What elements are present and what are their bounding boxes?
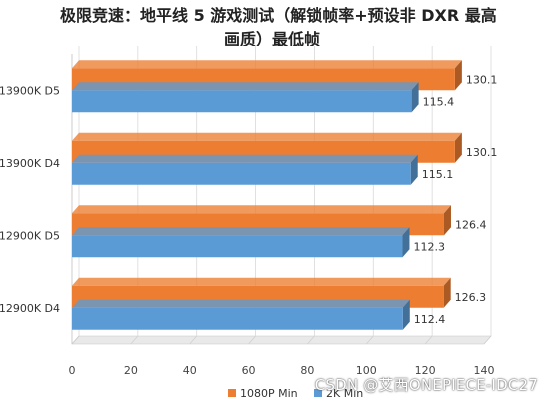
- plot-back-wall: [79, 46, 491, 336]
- bar-side: [402, 227, 410, 258]
- data-label: 130.1: [466, 73, 498, 86]
- bar: [72, 307, 403, 330]
- bar-top: [72, 154, 418, 163]
- gridline-floor: [71, 335, 80, 345]
- bar-top: [72, 227, 410, 236]
- data-label: 112.3: [413, 240, 445, 253]
- watermark: CSDN @艾西ONEPIECE-IDC27: [314, 376, 538, 394]
- chart-title: 极限竞速：地平线 5 游戏测试（解锁帧率+预设非 DXR 最高 画质）最低帧: [40, 4, 530, 52]
- bar-top: [72, 60, 462, 69]
- x-tick-label: 120: [415, 364, 436, 377]
- bar-side: [402, 299, 410, 330]
- bar: [72, 90, 412, 113]
- category-label: 13900K D5: [0, 84, 60, 97]
- x-tick-label: 60: [242, 364, 256, 377]
- bar-top: [72, 132, 462, 141]
- bar-top: [72, 205, 451, 214]
- gridline-floor: [248, 335, 256, 345]
- bar-side: [443, 277, 451, 308]
- category-label: 12900K D5: [0, 229, 60, 242]
- data-label: 112.4: [414, 313, 446, 326]
- x-tick-label: 100: [356, 364, 377, 377]
- data-label: 115.1: [422, 168, 454, 181]
- bar-side: [410, 154, 418, 185]
- gridline-floor: [189, 335, 198, 345]
- gridline-floor: [130, 335, 139, 345]
- chart-title-line-2: 画质）最低帧: [224, 30, 321, 49]
- data-label: 130.1: [466, 146, 498, 159]
- data-label: 126.3: [455, 291, 487, 304]
- gridline-floor: [424, 335, 433, 345]
- gridline-floor: [483, 335, 492, 345]
- x-tick-label: 0: [69, 364, 76, 377]
- x-tick-label: 20: [124, 364, 138, 377]
- bar-top: [72, 82, 419, 91]
- data-label: 115.4: [423, 95, 455, 108]
- bar-side: [411, 82, 419, 113]
- data-label: 126.4: [455, 218, 487, 231]
- bar-side: [443, 205, 451, 236]
- category-label: 13900K D4: [0, 157, 60, 170]
- legend-swatch: [228, 389, 236, 397]
- bar-side: [454, 60, 462, 91]
- bar-side: [454, 132, 462, 163]
- chart-title-line-1: 极限竞速：地平线 5 游戏测试（解锁帧率+预设非 DXR 最高: [60, 6, 497, 25]
- legend-label: 1080P Min: [240, 387, 298, 400]
- x-tick-label: 80: [300, 364, 314, 377]
- legend-label: 2K Min: [326, 387, 363, 400]
- category-label: 12900K D4: [0, 302, 60, 315]
- bar-top: [72, 299, 410, 308]
- gridline-floor: [307, 335, 315, 345]
- x-tick-label: 40: [183, 364, 197, 377]
- x-tick-label: 140: [474, 364, 495, 377]
- bar: [72, 162, 411, 185]
- bar: [72, 235, 403, 258]
- legend-swatch: [314, 389, 322, 397]
- bar-top: [72, 277, 451, 286]
- gridline-floor: [365, 335, 374, 345]
